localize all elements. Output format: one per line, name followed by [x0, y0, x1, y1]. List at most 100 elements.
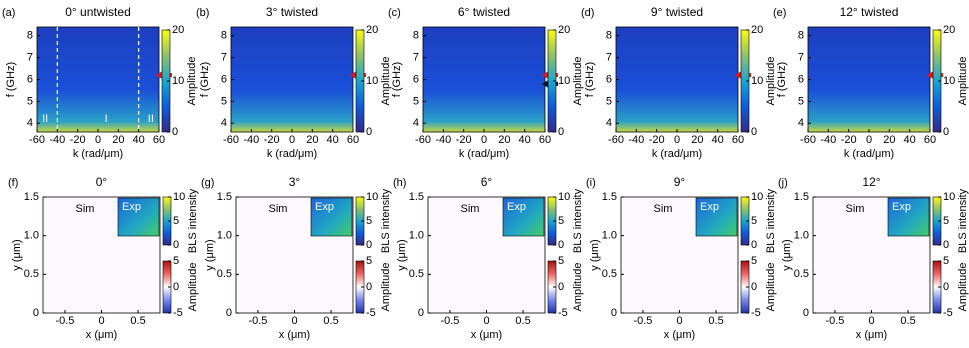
exp-label: Exp — [700, 201, 719, 213]
x-tick-label: -60 — [415, 134, 431, 146]
exp-label: Exp — [315, 201, 334, 213]
panel-title: 12° twisted — [840, 5, 899, 19]
y-tick-label: 7 — [606, 52, 612, 64]
y-tick-label: 0 — [418, 307, 424, 319]
x-tick-label: 60 — [732, 134, 744, 146]
x-tick-label: -60 — [800, 134, 816, 146]
axes-frame — [812, 196, 931, 314]
x-tick-label: 0 — [483, 315, 489, 327]
colorbar-tick-label: 10 — [173, 191, 185, 203]
colorbar-tick-label: 0 — [173, 239, 179, 251]
axes-frame — [427, 196, 546, 314]
y-tick-label: 4 — [27, 117, 33, 129]
exp-inset — [117, 197, 160, 237]
x-tick-label: 0 — [95, 134, 101, 146]
y-tick-label: 1.5 — [409, 191, 424, 203]
x-tick-label: 20 — [883, 134, 895, 146]
sim-label: Sim — [461, 203, 480, 215]
colorbar-tick-label: 5 — [943, 255, 949, 267]
colorbar-tick-label: 10 — [751, 75, 763, 87]
panel-label: (g) — [201, 177, 214, 189]
panel-title: 9° twisted — [651, 5, 703, 19]
x-axis-label: x (μm) — [664, 329, 695, 341]
colorbar-tick-label: 0 — [943, 281, 949, 293]
x-tick-label: 20 — [112, 134, 124, 146]
panel-label: (e) — [773, 7, 786, 19]
colorbar-tick-label: -5 — [366, 307, 376, 319]
y-tick-label: 1.0 — [409, 230, 424, 242]
sim-label: Sim — [269, 203, 288, 215]
colorbar-tick-label: 5 — [751, 215, 757, 227]
colorbar-tick-label: 5 — [366, 215, 372, 227]
axes-frame — [422, 26, 546, 133]
x-tick-label: 0 — [98, 315, 104, 327]
sim-label: Sim — [76, 203, 95, 215]
colorbar-tick-label: 10 — [558, 75, 570, 87]
x-tick-label: 0 — [868, 315, 874, 327]
x-tick-label: -40 — [628, 134, 644, 146]
x-tick-label: 0.5 — [515, 315, 530, 327]
y-tick-label: 8 — [413, 30, 419, 42]
colorbar-label: Amplitude — [187, 263, 199, 312]
x-tick-label: -0.5 — [633, 315, 652, 327]
x-tick-label: -40 — [243, 134, 259, 146]
colorbar-label: BLS intensity — [187, 188, 199, 253]
y-axis-label: y (μm) — [781, 239, 793, 270]
colorbar-tick-label: -5 — [751, 307, 761, 319]
colorbar-label: Amplitude — [765, 263, 777, 312]
region-label: II — [42, 113, 48, 125]
x-tick-label: -40 — [435, 134, 451, 146]
colorbar-tick-label: 0 — [172, 126, 178, 138]
x-tick-label: 20 — [306, 134, 318, 146]
exp-inset — [695, 197, 738, 237]
x-axis-label: k (rad/μm) — [267, 148, 317, 160]
y-axis-label: f (GHz) — [5, 62, 17, 97]
y-axis-label: f (GHz) — [776, 62, 788, 97]
y-tick-label: 4 — [606, 117, 612, 129]
colorbar-label: Amplitude — [957, 263, 969, 312]
y-tick-label: 4 — [221, 117, 227, 129]
x-tick-label: 0.5 — [708, 315, 723, 327]
colorbar-tick-label: 0 — [173, 281, 179, 293]
colorbar-tick-label: 10 — [172, 75, 184, 87]
colorbar-tick-label: 0 — [558, 239, 564, 251]
colorbar-tick-label: 10 — [366, 191, 378, 203]
colorbar-tick-label: 0 — [558, 126, 564, 138]
axes-frame — [230, 26, 354, 133]
colorbar-tick-label: 5 — [366, 255, 372, 267]
x-tick-label: 0 — [674, 134, 680, 146]
colorbar-tick-label: 10 — [943, 75, 955, 87]
y-tick-label: 0 — [226, 307, 232, 319]
colorbar-tick-label: 0 — [751, 239, 757, 251]
colorbar-tick-label: 10 — [558, 191, 570, 203]
exp-label: Exp — [892, 201, 911, 213]
y-tick-label: 6 — [221, 73, 227, 85]
y-tick-label: 1.0 — [217, 230, 232, 242]
y-tick-label: 0.5 — [602, 268, 617, 280]
panel-title: 6° twisted — [458, 5, 510, 19]
colorbar-label: Amplitude — [765, 57, 777, 106]
axes-frame — [36, 26, 160, 133]
x-tick-label: -40 — [49, 134, 65, 146]
y-tick-label: 0.5 — [217, 268, 232, 280]
colorbar-tick-label: 0 — [558, 281, 564, 293]
y-axis-label: y (μm) — [396, 239, 408, 270]
y-axis-label: f (GHz) — [199, 62, 211, 97]
x-tick-label: 40 — [133, 134, 145, 146]
y-axis-label: f (GHz) — [584, 62, 596, 97]
colorbar-tick-label: -5 — [173, 307, 183, 319]
colorbar-label: BLS intensity — [957, 188, 969, 253]
colorbar-label: BLS intensity — [572, 188, 584, 253]
x-tick-label: 0.5 — [130, 315, 145, 327]
x-tick-label: -0.5 — [825, 315, 844, 327]
y-tick-label: 7 — [798, 52, 804, 64]
y-tick-label: 5 — [413, 95, 419, 107]
x-tick-label: 40 — [904, 134, 916, 146]
colorbar-tick-label: 0 — [366, 126, 372, 138]
colorbar-tick-label: 5 — [558, 215, 564, 227]
colorbar-label: Amplitude — [380, 57, 392, 106]
x-tick-label: -20 — [70, 134, 86, 146]
region-label: I — [105, 113, 108, 125]
x-tick-label: 40 — [519, 134, 531, 146]
